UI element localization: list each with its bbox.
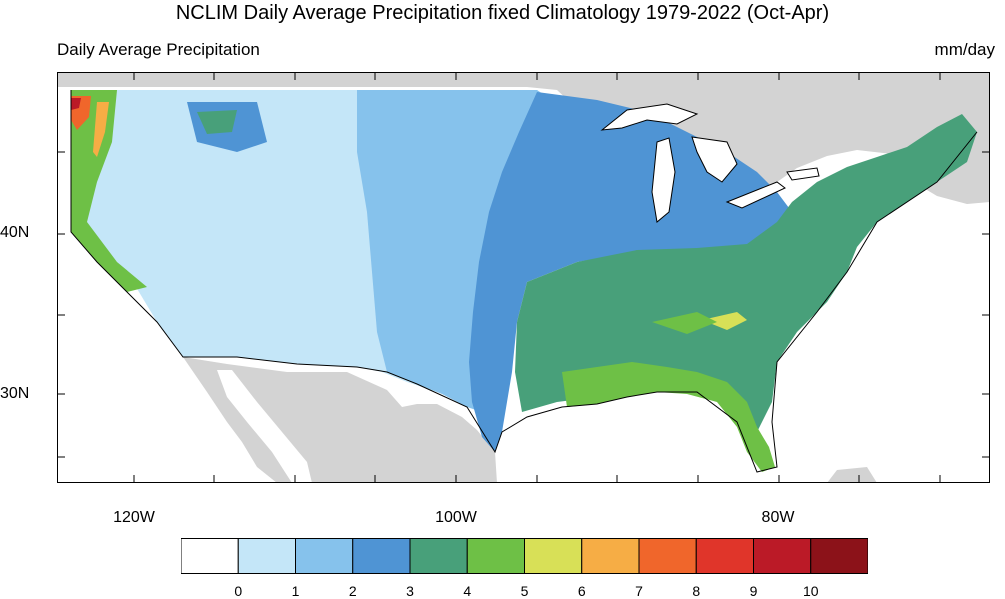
colorbar-label: 6 (577, 583, 586, 599)
variable-label: Daily Average Precipitation (57, 40, 260, 59)
colorbar (181, 538, 868, 574)
lat-label-30n: 30N (0, 385, 30, 402)
lon-label-120w: 120W (113, 509, 155, 526)
colorbar-label: 9 (749, 583, 758, 599)
zone-dark-blue (469, 92, 792, 452)
lon-label-100w: 100W (435, 509, 477, 526)
colorbar-label: 7 (635, 583, 643, 599)
colorbar-label: 8 (692, 583, 701, 599)
colorbar-swatch (524, 538, 583, 574)
zone-pacific-nw-peak (71, 98, 81, 110)
colorbar-swatch (581, 538, 640, 574)
colorbar-label: 3 (406, 583, 414, 599)
colorbar-swatch (352, 538, 411, 574)
colorbar-swatch (695, 538, 754, 574)
canada-land (57, 72, 990, 204)
mexico-land (183, 357, 497, 483)
colorbar-label: 1 (291, 583, 300, 599)
colorbar-label: 4 (463, 583, 472, 599)
lake-huron (691, 136, 738, 183)
lat-label-40n: 40N (0, 224, 30, 241)
zone-green (515, 114, 977, 432)
lake-superior (600, 103, 699, 131)
lake-ontario (786, 167, 820, 181)
zone-appalachian-yellow (702, 312, 747, 330)
colorbar-label: 10 (803, 583, 819, 599)
zone-bright-green (562, 362, 775, 472)
colorbar-label: 0 (234, 583, 243, 599)
zone-appalachian-green (652, 312, 717, 334)
zone-cascades-orange (93, 102, 109, 157)
units-label: mm/day (934, 40, 995, 59)
zone-rockies-green (197, 110, 237, 134)
us-coast-outline (70, 90, 978, 473)
lake-michigan (651, 137, 676, 223)
map-title: NCLIM Daily Average Precipitation fixed … (175, 2, 830, 24)
map-frame (57, 72, 990, 483)
colorbar-swatch (181, 538, 239, 574)
colorbar-swatch (466, 538, 525, 574)
colorbar-swatch (409, 538, 468, 574)
colorbar-swatch (638, 538, 697, 574)
precipitation-map (57, 72, 990, 483)
colorbar-swatch (237, 538, 296, 574)
colorbar-swatch (753, 538, 812, 574)
colorbar-label: 5 (520, 583, 529, 599)
lon-label-80w: 80W (761, 509, 795, 526)
map-ticks (57, 72, 990, 483)
colorbar-swatch (810, 538, 868, 574)
caribbean-land (827, 467, 877, 483)
lake-erie (725, 181, 786, 209)
gulf-of-california (217, 370, 312, 483)
colorbar-swatch (295, 538, 354, 574)
colorbar-label: 2 (348, 583, 357, 599)
zone-pacific-nw (71, 90, 147, 292)
